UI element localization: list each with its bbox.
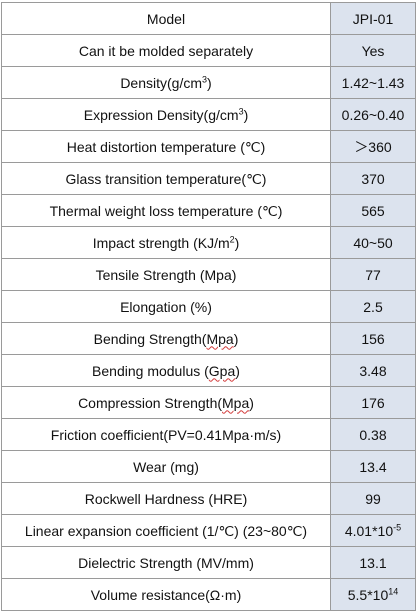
value-cell: 5.5*1014	[330, 578, 416, 611]
value-cell: 3.48	[330, 354, 416, 387]
property-cell: Density(g/cm3)	[1, 66, 331, 99]
value-cell: ＞360	[330, 130, 416, 163]
table-row: Tensile Strength (Mpa) 77	[1, 258, 416, 291]
property-cell: Volume resistance(Ω·m)	[1, 578, 331, 611]
table-row: Expression Density(g/cm3) 0.26~0.40	[1, 98, 416, 131]
table-row: Volume resistance(Ω·m) 5.5*1014	[1, 578, 416, 611]
property-cell: Heat distortion temperature (℃)	[1, 130, 331, 163]
table-row: Dielectric Strength (MV/mm) 13.1	[1, 546, 416, 579]
exponent-text: -5	[393, 521, 402, 532]
value-cell: 1.42~1.43	[330, 66, 416, 99]
table-row: Heat distortion temperature (℃) ＞360	[1, 130, 416, 163]
superscript-text: 2	[229, 233, 235, 244]
table-row: Rockwell Hardness (HRE) 99	[1, 482, 416, 515]
value-cell: Yes	[330, 34, 416, 67]
property-cell: Can it be molded separately	[1, 34, 331, 67]
property-cell: Bending Strength(Mpa)	[1, 322, 331, 355]
property-cell: Compression Strength(Mpa)	[1, 386, 331, 419]
table-row: Bending Strength(Mpa) 156	[1, 322, 416, 355]
value-cell: 156	[330, 322, 416, 355]
property-text: Bending Strength(	[93, 330, 207, 347]
superscript-text: 3	[238, 105, 244, 116]
value-cell: 565	[330, 194, 416, 227]
table-header-row: Model JPI-01	[1, 2, 416, 35]
table-row: Can it be molded separately Yes	[1, 34, 416, 67]
value-cell: 370	[330, 162, 416, 195]
property-cell: Dielectric Strength (MV/mm)	[1, 546, 331, 579]
value-cell: 176	[330, 386, 416, 419]
value-cell: 99	[330, 482, 416, 515]
table-row: Density(g/cm3) 1.42~1.43	[1, 66, 416, 99]
property-text-end: )	[233, 330, 239, 347]
property-text-end: )	[207, 74, 212, 91]
property-cell: Glass transition temperature(℃)	[1, 162, 331, 195]
value-cell: 40~50	[330, 226, 416, 259]
property-text: Density(g/cm	[120, 74, 202, 91]
property-text: Compression Strength(	[78, 394, 223, 411]
property-cell: Impact strength (KJ/m2)	[1, 226, 331, 259]
table-row: Impact strength (KJ/m2) 40~50	[1, 226, 416, 259]
superscript-text: 3	[202, 73, 208, 84]
property-text: Expression Density(g/cm	[83, 106, 239, 123]
table-row: Friction coefficient(PV=0.41Mpa·m/s) 0.3…	[1, 418, 416, 451]
unit-text: Gpa	[208, 362, 236, 379]
value-cell: 13.4	[330, 450, 416, 483]
unit-text: Mpa	[206, 330, 234, 347]
value-text: 4.01*10	[344, 522, 394, 539]
value-cell: 4.01*10-5	[330, 514, 416, 547]
property-cell: Linear expansion coefficient (1/℃) (23~8…	[1, 514, 331, 547]
property-text: Bending modulus (	[92, 362, 209, 379]
property-cell: Expression Density(g/cm3)	[1, 98, 331, 131]
property-text-end: )	[243, 106, 249, 123]
property-text-end: )	[235, 362, 240, 379]
table-row: Linear expansion coefficient (1/℃) (23~8…	[1, 514, 416, 547]
value-text: 5.5*10	[347, 586, 389, 603]
value-cell: 77	[330, 258, 416, 291]
property-cell: Bending modulus (Gpa)	[1, 354, 331, 387]
property-text-end: )	[249, 394, 254, 411]
table-row: Glass transition temperature(℃) 370	[1, 162, 416, 195]
value-cell: 13.1	[330, 546, 416, 579]
table-row: Compression Strength(Mpa) 176	[1, 386, 416, 419]
unit-text: Mpa	[222, 394, 250, 411]
property-text: Impact strength (KJ/m	[92, 234, 230, 251]
value-cell: 2.5	[330, 290, 416, 323]
table-row: Thermal weight loss temperature (℃) 565	[1, 194, 416, 227]
property-text-end: )	[234, 234, 240, 251]
property-cell: Tensile Strength (Mpa)	[1, 258, 331, 291]
table-row: Wear (mg) 13.4	[1, 450, 416, 483]
table-row: Elongation (%) 2.5	[1, 290, 416, 323]
property-cell: Thermal weight loss temperature (℃)	[1, 194, 331, 227]
value-cell: 0.38	[330, 418, 416, 451]
header-property-cell: Model	[1, 2, 331, 35]
table-row: Bending modulus (Gpa) 3.48	[1, 354, 416, 387]
value-cell: 0.26~0.40	[330, 98, 416, 131]
property-cell: Elongation (%)	[1, 290, 331, 323]
property-cell: Friction coefficient(PV=0.41Mpa·m/s)	[1, 418, 331, 451]
header-model-cell: JPI-01	[330, 2, 416, 35]
property-cell: Rockwell Hardness (HRE)	[1, 482, 331, 515]
exponent-text: 14	[388, 585, 399, 596]
property-cell: Wear (mg)	[1, 450, 331, 483]
